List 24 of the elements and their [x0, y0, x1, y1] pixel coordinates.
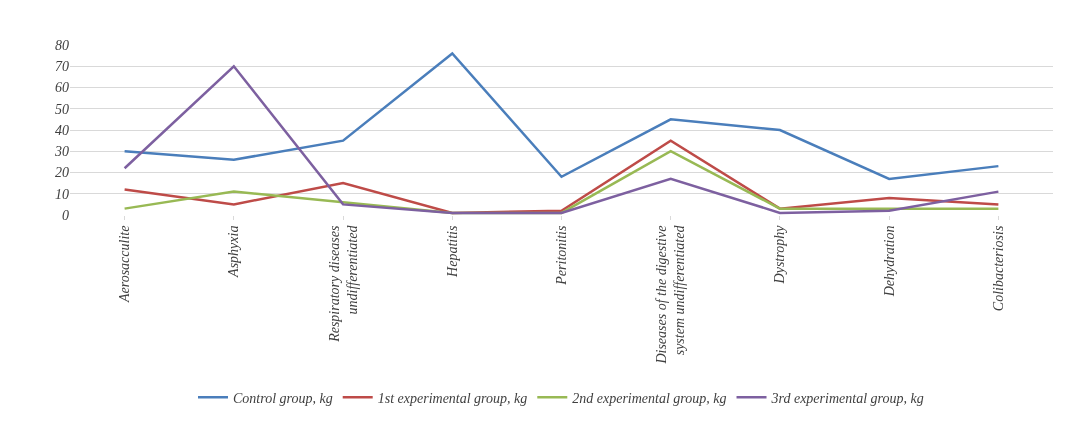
y-tick-label: 50	[55, 101, 69, 117]
y-tick-label: 0	[62, 207, 69, 223]
x-tick-label: Asphyxia	[226, 225, 242, 278]
legend-label: 3rd experimental group, kg	[770, 390, 924, 406]
y-tick-label: 70	[55, 59, 69, 75]
legend-label: 1st experimental group, kg	[377, 390, 528, 406]
y-tick-label: 10	[55, 186, 69, 202]
line-series	[123, 52, 1000, 181]
x-tick-label: Diseases of the digestive system undifferentiated	[654, 224, 688, 365]
legend-label: Control group, kg	[233, 390, 333, 406]
y-tick-label: 30	[54, 144, 69, 160]
y-tick-label: 20	[55, 165, 69, 181]
y-tick-label: 40	[55, 122, 69, 138]
x-tick-label: Dystrophy	[772, 224, 788, 285]
x-tick-label: Aerosacculite	[117, 225, 133, 304]
legend-label: 2nd experimental group, kg	[572, 390, 727, 406]
x-tick-label: Dehydration	[881, 225, 897, 298]
x-tick-label: Respiratory diseases undifferentiated	[326, 224, 360, 343]
x-tick-label: Hepatitis	[444, 225, 460, 278]
y-tick-label: 60	[55, 80, 69, 96]
x-tick-label: Peritonitis	[554, 225, 570, 286]
line-series	[123, 65, 1000, 215]
x-tick-label: Colibacteriosis	[990, 225, 1006, 312]
y-tick-label: 80	[55, 37, 69, 53]
